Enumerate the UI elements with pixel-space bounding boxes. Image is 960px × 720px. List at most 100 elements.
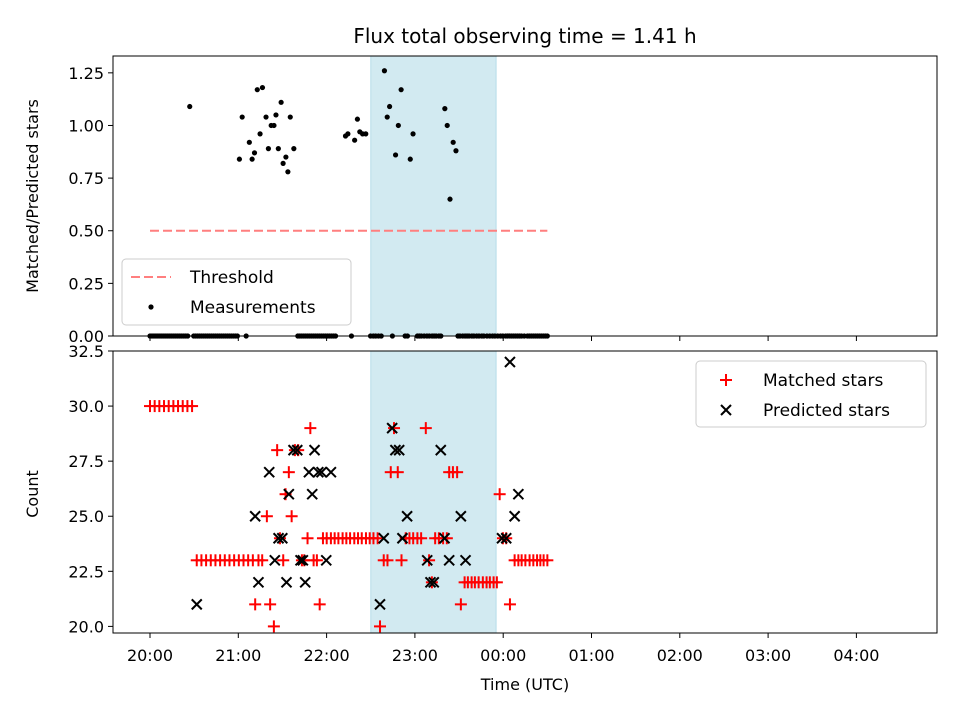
predicted-star-point — [455, 510, 467, 522]
matched-star-point — [313, 598, 326, 611]
matched-star-point — [301, 532, 314, 545]
predicted-star-point — [421, 554, 433, 567]
bottom-panel: 20.0 22.5 25.0 27.5 30.0 32.5 20:00 21:00 22:00… — [23, 336, 938, 694]
measurement-point — [395, 122, 401, 129]
predicted-star-point — [374, 598, 386, 611]
measurement-point — [291, 146, 297, 152]
measurement-point — [392, 152, 399, 158]
matched-star-point — [419, 422, 432, 435]
measurement-point — [259, 84, 266, 91]
matched-star-point — [271, 444, 284, 457]
predicted-star-point — [424, 576, 437, 589]
measurement-point — [447, 196, 453, 202]
matched-star-point — [260, 510, 273, 523]
matched-star-point — [423, 554, 436, 567]
measurement-point — [363, 131, 369, 137]
predicted-star-point — [306, 488, 318, 500]
predicted-star-point — [496, 532, 508, 544]
measurement-point — [283, 154, 289, 160]
bottom-x-tick-label: 21:00 — [215, 646, 261, 665]
predicted-star-point — [428, 576, 440, 589]
top-y-tick-label: 1.00 — [68, 116, 104, 135]
predicted-star-point — [389, 444, 402, 456]
measurement-point — [287, 114, 293, 120]
measurement-point — [278, 99, 284, 105]
matched-star-point — [454, 598, 467, 611]
matched-star-point — [373, 620, 386, 633]
measurement-point — [187, 103, 193, 110]
predicted-star-point — [500, 532, 512, 544]
top-axes-frame — [112, 55, 938, 337]
matched-star-point — [371, 532, 384, 545]
bottom-legend: Matched stars Predicted stars — [695, 360, 927, 428]
matched-star-point — [493, 488, 506, 501]
measurement-point — [384, 114, 390, 120]
measurement-point — [444, 122, 450, 129]
matched-star-point — [267, 620, 280, 633]
measurement-point — [352, 137, 358, 143]
measurement-point — [285, 169, 291, 175]
bottom-x-tick-label: 03:00 — [745, 646, 791, 665]
measurement-point — [354, 116, 361, 122]
measurement-point — [246, 139, 252, 145]
top-y-tick-label: 0.00 — [68, 327, 104, 346]
matched-star-point — [310, 554, 323, 567]
predicted-star-point — [294, 554, 307, 567]
measurement-point — [381, 68, 388, 74]
bottom-y-tick-label: 20.0 — [68, 617, 104, 636]
matched-star-point — [256, 554, 269, 567]
measurement-point — [271, 122, 277, 129]
predicted-star-point — [280, 576, 293, 589]
matched-star-point — [490, 576, 503, 589]
measurement-point — [387, 103, 393, 110]
matched-star-point — [395, 554, 408, 567]
top-chart-title: Flux total observing time = 1.41 h — [353, 24, 696, 48]
predicted-star-point — [438, 532, 451, 544]
bottom-y-tick-label: 22.5 — [68, 562, 104, 581]
predicted-star-point — [325, 466, 337, 478]
matched-star-point — [186, 400, 199, 413]
matched-star-point — [391, 466, 404, 479]
matched-star-point — [415, 532, 428, 545]
matched-star-point — [285, 510, 298, 523]
predicted-star-point — [252, 576, 265, 589]
legend-measurements-swatch — [148, 304, 154, 310]
predicted-star-point — [191, 598, 203, 611]
legend-predicted-swatch — [720, 404, 732, 416]
measurement-point — [407, 156, 413, 162]
predicted-star-point — [308, 444, 321, 456]
measurement-point — [236, 156, 243, 162]
matched-star-point — [304, 422, 317, 435]
predicted-star-point — [263, 466, 275, 478]
top-y-tick-label: 1.25 — [68, 64, 104, 83]
measurement-point — [345, 131, 351, 137]
predicted-star-point — [386, 422, 398, 434]
bottom-x-tick-label: 22:00 — [304, 646, 350, 665]
predicted-star-point — [504, 356, 516, 368]
measurement-point — [398, 87, 404, 93]
bottom-y-tick-label: 27.5 — [68, 452, 104, 471]
top-y-axis-label: Matched/Predicted stars — [23, 99, 42, 293]
predicted-star-point — [396, 532, 409, 544]
predicted-star-point — [312, 466, 324, 478]
matched-star-point — [451, 466, 464, 479]
predicted-star-point — [443, 554, 455, 567]
bottom-y-tick-label: 30.0 — [68, 397, 104, 416]
predicted-star-point — [512, 488, 525, 500]
matched-star-point — [503, 598, 516, 611]
matched-star-point — [264, 598, 277, 611]
measurement-point — [442, 106, 448, 112]
matched-star-point — [249, 598, 262, 611]
legend-matched-swatch — [720, 374, 732, 386]
top-y-tick-label: 0.75 — [68, 169, 104, 188]
matched-star-point — [541, 554, 554, 567]
predicted-star-point — [276, 532, 289, 544]
top-y-tick-label: 0.50 — [68, 222, 104, 241]
top-legend: Threshold Measurements — [121, 258, 352, 326]
measurement-point — [450, 139, 456, 145]
predicted-star-point — [315, 466, 328, 478]
predicted-star-point — [283, 488, 295, 500]
predicted-star-point — [303, 466, 315, 478]
bottom-axes-frame — [112, 350, 938, 634]
